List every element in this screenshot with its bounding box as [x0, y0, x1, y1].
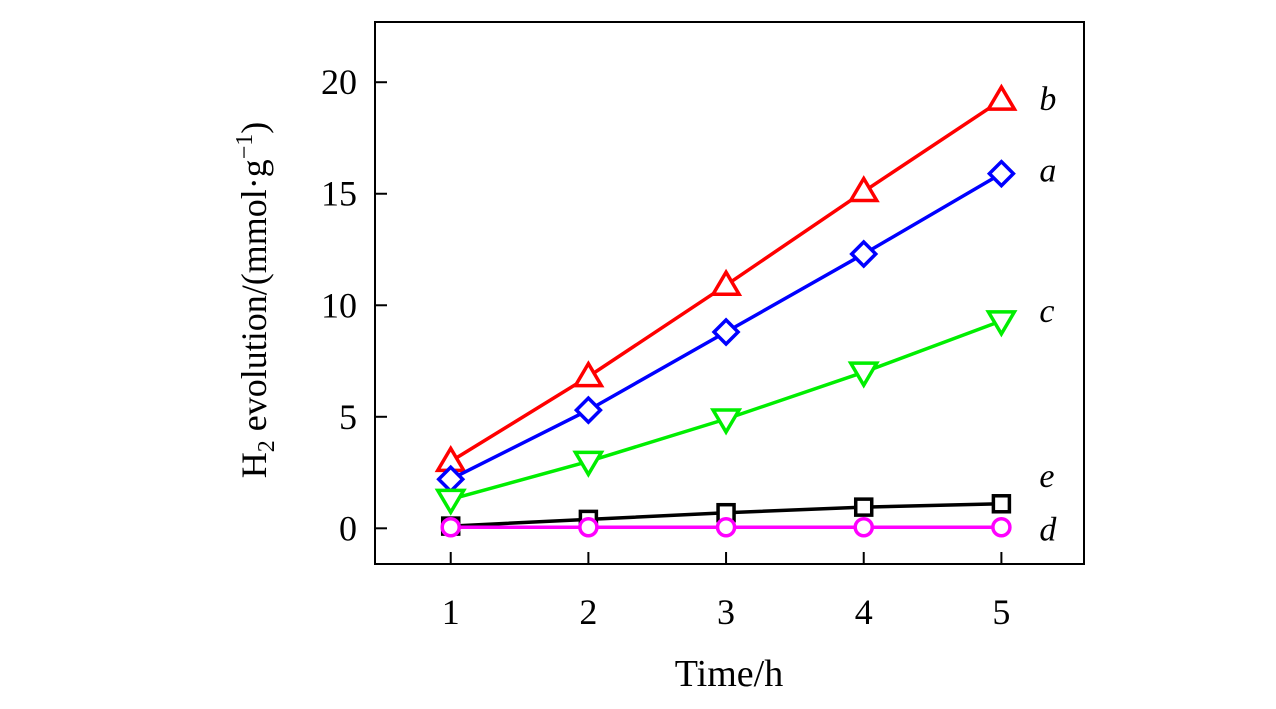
data-point-b [985, 83, 1018, 111]
x-axis-ticks: 1 2 3 4 5 [442, 552, 1010, 632]
series-label-e: e [1039, 458, 1054, 495]
y-axis-label: H2 evolution/(mmol·g−1) [232, 122, 280, 479]
data-point-d [853, 516, 874, 538]
data-point-b [709, 268, 743, 296]
series-label-c: c [1039, 293, 1054, 330]
data-point-e [991, 494, 1012, 514]
x-tick-label: 2 [579, 592, 597, 632]
x-tick-label: 3 [717, 592, 735, 632]
series-b [434, 83, 1018, 473]
data-point-e [853, 497, 874, 517]
data-point-d [578, 516, 599, 538]
x-tick-label: 4 [855, 592, 873, 632]
series-label-b: b [1039, 81, 1056, 118]
y-tick-label: 10 [321, 285, 357, 325]
data-point-d [440, 516, 461, 538]
data-point-c [847, 361, 880, 389]
y-axis-label-mid: evolution/(mmol·g [234, 159, 274, 440]
x-axis-label: Time/h [675, 653, 783, 695]
y-axis-label-end: ) [234, 122, 274, 134]
y-axis-ticks: 0 5 10 15 20 [321, 62, 387, 548]
data-point-a [573, 395, 603, 425]
data-point-d [991, 516, 1012, 538]
series-a [436, 159, 1016, 494]
data-point-b [847, 175, 880, 203]
data-point-a [849, 239, 879, 269]
data-point-c [985, 310, 1018, 338]
data-point-c [709, 408, 743, 436]
series-label-a: a [1039, 152, 1056, 189]
plot-frame [374, 21, 1085, 565]
data-point-a [986, 159, 1016, 189]
series-d [440, 516, 1012, 538]
y-axis-label-main: H [234, 452, 274, 478]
data-point-b [572, 360, 605, 388]
y-tick-label: 20 [321, 62, 357, 102]
series-label-layer: ba c ed [1039, 81, 1057, 548]
series-layer [434, 83, 1018, 538]
data-point-c [572, 450, 605, 478]
data-point-a [711, 317, 741, 347]
y-axis-label-sup: −1 [232, 134, 258, 160]
data-point-d [715, 516, 737, 538]
x-tick-label: 5 [992, 592, 1010, 632]
x-tick-label: 1 [442, 592, 460, 632]
y-axis-label-sub: 2 [254, 440, 280, 452]
series-label-d: d [1039, 512, 1057, 549]
y-tick-label: 5 [339, 397, 357, 437]
y-tick-label: 15 [321, 174, 357, 214]
y-tick-label: 0 [339, 508, 357, 548]
series-c [434, 310, 1018, 516]
data-point-c [434, 488, 467, 516]
